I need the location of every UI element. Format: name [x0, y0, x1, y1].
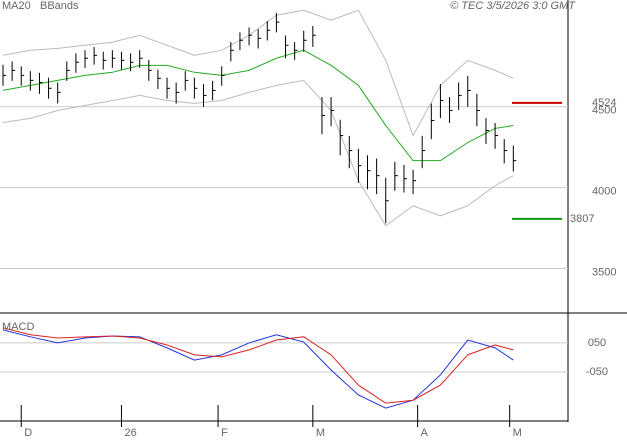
ma-line [2, 49, 514, 162]
credit: © TEC 3/5/2026 3:0 GMT [450, 0, 576, 12]
level-label: 3807 [570, 213, 594, 225]
x-tick-label: F [221, 427, 228, 439]
legend-entry: MA20 [2, 0, 31, 12]
y-tick-label: 4000 [592, 186, 616, 198]
x-tick-label: D [24, 427, 32, 439]
macd-line [2, 327, 514, 404]
y-tick-label: 4500 [592, 105, 616, 117]
level-label: 4524 [592, 97, 616, 109]
x-tick-label: M [513, 427, 522, 439]
x-tick-label: 26 [124, 427, 136, 439]
band-line [2, 79, 514, 227]
macd-line [2, 329, 514, 409]
y-tick-label: -050 [586, 366, 608, 378]
x-tick-label: M [316, 427, 325, 439]
y-tick-label: 050 [588, 337, 606, 349]
band-line [2, 9, 514, 137]
y-tick-label: 3500 [592, 266, 616, 278]
legend-entry: BBands [40, 0, 79, 12]
panel-title: MACD [2, 321, 34, 333]
x-tick-label: A [421, 427, 429, 439]
